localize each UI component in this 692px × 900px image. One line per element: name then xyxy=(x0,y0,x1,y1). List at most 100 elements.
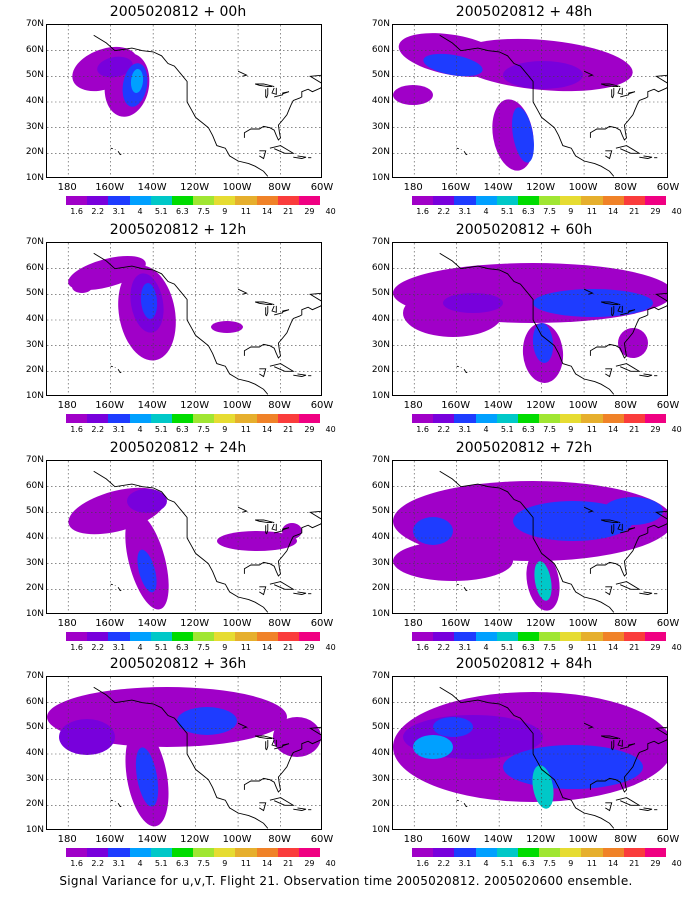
colorbar-label: 9 xyxy=(222,643,228,652)
colorbar xyxy=(412,632,667,641)
colorbar-label: 3.1 xyxy=(458,207,472,216)
colorbar-swatch xyxy=(235,632,257,641)
coastline xyxy=(269,581,295,590)
map-panel-p72: 2005020812 + 72h 70N 60N 50N 40N 30N 20N 10N 180… xyxy=(354,440,682,660)
colorbar-label: 2.2 xyxy=(437,643,451,652)
colorbar-swatch xyxy=(298,848,321,857)
colorbar-swatch xyxy=(560,848,582,857)
lon-label: 100W xyxy=(568,834,598,845)
colorbar-label: 9 xyxy=(568,207,574,216)
lat-label: 20N xyxy=(25,365,44,376)
variance-contour xyxy=(443,293,503,313)
colorbar-swatch xyxy=(433,414,455,423)
lat-label: 30N xyxy=(25,773,44,784)
colorbar-label: 21 xyxy=(629,643,640,652)
colorbar-swatch xyxy=(150,632,172,641)
coastline xyxy=(274,527,290,534)
coastline xyxy=(237,506,248,513)
coastline xyxy=(611,305,615,317)
colorbar-label: 6.3 xyxy=(176,425,189,434)
colorbar-swatch xyxy=(150,196,172,205)
lon-label: 180 xyxy=(403,618,423,629)
colorbar-swatch xyxy=(623,632,645,641)
colorbar xyxy=(412,196,667,205)
colorbar-label: 6.3 xyxy=(522,859,535,868)
colorbar-label: 6.3 xyxy=(176,643,189,652)
coastline xyxy=(237,722,248,729)
colorbar-swatch xyxy=(517,414,540,423)
colorbar-swatch xyxy=(129,196,151,205)
colorbar-label: 4 xyxy=(137,207,143,216)
coastline xyxy=(117,587,122,592)
variance-contour xyxy=(72,281,92,293)
colorbar-label: 4 xyxy=(483,425,489,434)
coastline xyxy=(463,803,468,808)
colorbar xyxy=(66,848,321,857)
map-panel-p36: 2005020812 + 36h 70N 60N 50N 40N 30N 20N 10N 180… xyxy=(8,656,336,876)
variance-contour xyxy=(177,707,237,735)
variance-contour xyxy=(503,61,583,89)
variance-contour xyxy=(68,255,146,291)
coastline xyxy=(93,34,269,177)
lon-label: 100W xyxy=(568,618,598,629)
map-area xyxy=(46,24,322,178)
colorbar-label: 3.1 xyxy=(458,859,472,868)
colorbar-label: 1.6 xyxy=(70,859,83,868)
colorbar-label: 2.2 xyxy=(91,643,105,652)
coastline xyxy=(243,726,321,793)
lon-label: 120W xyxy=(180,618,210,629)
lat-label: 30N xyxy=(371,121,390,132)
lat-label: 60N xyxy=(25,44,44,55)
colorbar-swatch xyxy=(129,632,151,641)
lat-label: 30N xyxy=(25,557,44,568)
colorbar-label: 14 xyxy=(607,859,619,868)
coastline xyxy=(243,292,321,359)
colorbar-swatch xyxy=(256,196,278,205)
coastline xyxy=(589,74,667,141)
panel-title: 2005020812 + 00h xyxy=(109,4,247,20)
lat-label: 70N xyxy=(25,455,44,465)
lon-label: 160W xyxy=(441,834,471,845)
colorbar xyxy=(66,414,321,423)
lat-label: 20N xyxy=(371,583,390,594)
lon-label: 160W xyxy=(95,834,125,845)
lon-label: 60W xyxy=(656,834,680,845)
lat-label: 50N xyxy=(25,722,44,733)
coastline xyxy=(589,292,667,359)
colorbar-swatch xyxy=(256,414,278,423)
colorbar-label: 29 xyxy=(650,643,661,652)
lon-label: 160W xyxy=(441,400,471,411)
colorbar xyxy=(66,196,321,205)
coastline xyxy=(259,802,267,812)
colorbar-label: 3.1 xyxy=(112,859,126,868)
coastline xyxy=(237,70,248,77)
coastline xyxy=(463,369,468,374)
colorbar-label: 1.6 xyxy=(70,207,83,216)
lat-label: 20N xyxy=(371,147,390,158)
variance-contour xyxy=(97,56,133,78)
lon-label: 160W xyxy=(95,618,125,629)
coastline xyxy=(110,147,113,150)
colorbar-swatch xyxy=(602,414,624,423)
colorbar-label: 1.6 xyxy=(416,643,429,652)
coastline xyxy=(615,145,641,154)
lat-label: 50N xyxy=(25,506,44,517)
colorbar-swatch xyxy=(193,414,215,423)
coastline xyxy=(600,519,621,524)
lon-label: 60W xyxy=(310,400,334,411)
colorbar-swatch xyxy=(235,196,257,205)
lat-label: 10N xyxy=(371,825,390,835)
panel-title: 2005020812 + 72h xyxy=(455,440,593,456)
coastline xyxy=(265,87,269,99)
colorbar-label: 29 xyxy=(304,643,315,652)
coastline xyxy=(254,83,275,88)
variance-contour xyxy=(512,107,534,163)
colorbar-label: 11 xyxy=(240,207,251,216)
colorbar-label: 1.6 xyxy=(416,425,429,434)
coastline xyxy=(605,368,613,378)
lon-label: 140W xyxy=(483,400,513,411)
variance-contour xyxy=(413,517,453,545)
colorbar-swatch xyxy=(623,196,645,205)
lon-label: 160W xyxy=(95,400,125,411)
colorbar-swatch xyxy=(454,848,476,857)
